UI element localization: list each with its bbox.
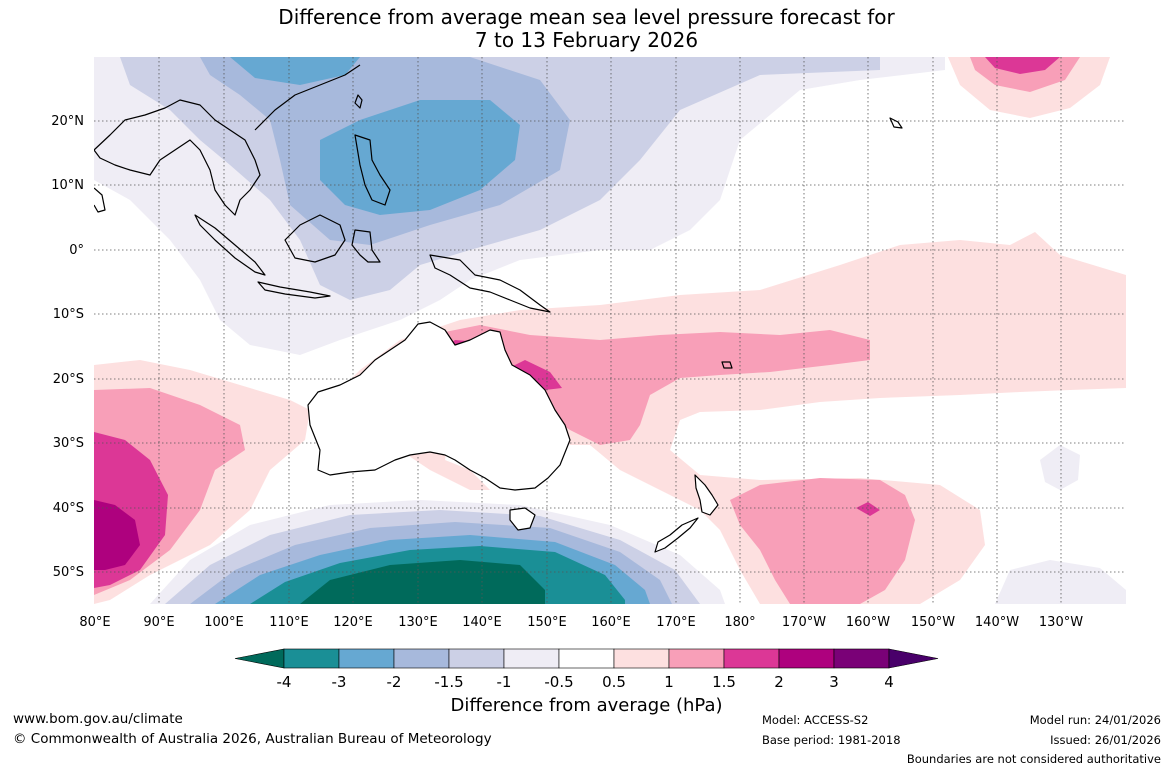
base-period: Base period: 1981-2018 — [762, 733, 901, 747]
colorbar-tick-12: 4 — [884, 673, 894, 691]
model-name: Model: ACCESS-S2 — [762, 713, 869, 727]
colorbar-tick-2: -3 — [332, 673, 347, 691]
anomaly-contour-minus-0.5-south — [995, 560, 1126, 604]
colorbar-tick-6: -0.5 — [544, 673, 573, 691]
colorbar-segment-5 — [503, 648, 560, 669]
colorbar-extend-low — [234, 648, 285, 669]
lat-label-30s: 30°S — [53, 436, 84, 451]
lon-label-170w: 170°W — [782, 615, 826, 630]
coastlines — [94, 64, 903, 553]
lon-label-160w: 160°W — [846, 615, 890, 630]
colorbar: -4 -3 -2 -1.5 -1 -0.5 0.5 1 1.5 2 3 4 — [234, 648, 939, 691]
coastline-tasmania — [509, 507, 536, 531]
colorbar-tick-9: 1.5 — [712, 673, 736, 691]
latitude-labels: 20°N 10°N 0° 10°S 20°S 30°S 40°S 50°S — [51, 114, 84, 580]
colorbar-segment-6 — [558, 648, 615, 669]
lon-label-170e: 170°E — [656, 615, 696, 630]
anomaly-contour-minus-0.5-tasman — [1040, 445, 1080, 490]
colorbar-tick-5: -1 — [497, 673, 512, 691]
coastline-new-zealand — [654, 474, 719, 553]
lon-label-100e: 100°E — [204, 615, 244, 630]
coastline-asia-mainland — [94, 64, 361, 216]
colorbar-tick-7: 0.5 — [602, 673, 626, 691]
colorbar-segment-3 — [393, 648, 450, 669]
lat-label-50s: 50°S — [53, 565, 84, 580]
pressure-anomaly-field — [94, 57, 1126, 604]
anomaly-contour-south-minus-4 — [300, 560, 545, 604]
issued-date: Issued: 26/01/2026 — [1050, 733, 1161, 747]
lat-label-0: 0° — [69, 243, 84, 258]
colorbar-segment-10 — [778, 648, 835, 669]
lat-label-10n: 10°N — [51, 178, 84, 193]
coastline-sri-lanka — [94, 187, 106, 213]
colorbar-tick-10: 2 — [774, 673, 784, 691]
lat-label-10s: 10°S — [53, 307, 84, 322]
coastline-philippines — [354, 134, 391, 206]
coastline-new-guinea — [429, 254, 551, 313]
coastline-sumatra — [194, 214, 266, 276]
colorbar-segment-9 — [723, 648, 780, 669]
lon-label-80e: 80°E — [79, 615, 110, 630]
colorbar-tick-11: 3 — [829, 673, 839, 691]
lon-label-140e: 140°E — [462, 615, 502, 630]
coastline-australia — [307, 321, 571, 491]
anomaly-contour-minus-2-north — [230, 57, 360, 85]
website-link[interactable]: www.bom.gov.au/climate — [13, 711, 183, 727]
anomaly-contour-band-1 — [400, 325, 870, 445]
lon-label-150e: 150°E — [527, 615, 567, 630]
lon-label-180: 180° — [724, 615, 755, 630]
lon-label-150w: 150°W — [911, 615, 955, 630]
colorbar-segment-11 — [833, 648, 890, 669]
coastline-borneo — [284, 214, 346, 263]
colorbar-tick-4: -1.5 — [434, 673, 463, 691]
colorbar-segment-1 — [283, 648, 340, 669]
anomaly-contour-ne-1.5 — [985, 57, 1060, 74]
coastline-fiji — [721, 361, 733, 369]
colorbar-segment-2 — [338, 648, 395, 669]
lon-label-120e: 120°E — [333, 615, 373, 630]
copyright-notice: © Commonwealth of Australia 2026, Austra… — [13, 731, 492, 747]
map-title-line-1: Difference from average mean sea level p… — [278, 5, 895, 29]
colorbar-tick-3: -2 — [387, 673, 402, 691]
lon-label-110e: 110°E — [269, 615, 309, 630]
longitude-labels: 80°E 90°E 100°E 110°E 120°E 130°E 140°E … — [79, 615, 1083, 630]
colorbar-tick-1: -4 — [277, 673, 292, 691]
coastline-java — [257, 281, 331, 299]
colorbar-extend-high — [888, 648, 939, 669]
colorbar-segment-8 — [668, 648, 725, 669]
coastline-sulawesi — [351, 229, 381, 263]
anomaly-contour-minus-2 — [320, 100, 520, 215]
lat-label-40s: 40°S — [53, 501, 84, 516]
colorbar-segment-7 — [613, 648, 670, 669]
map-title-line-2: 7 to 13 February 2026 — [474, 28, 699, 52]
lat-label-20s: 20°S — [53, 372, 84, 387]
lon-label-140w: 140°W — [975, 615, 1019, 630]
colorbar-segment-4 — [448, 648, 505, 669]
colorbar-title: Difference from average (hPa) — [450, 695, 723, 716]
anomaly-contour-band-1.5-b — [505, 360, 562, 390]
anomaly-contour-band-0.5 — [330, 232, 1126, 604]
colorbar-tick-8: 1 — [664, 673, 674, 691]
lon-label-130w: 130°W — [1039, 615, 1083, 630]
model-run-date: Model run: 24/01/2026 — [1029, 713, 1161, 727]
lon-label-160e: 160°E — [591, 615, 631, 630]
lon-label-130e: 130°E — [398, 615, 438, 630]
lat-label-20n: 20°N — [51, 114, 84, 129]
boundary-disclaimer: Boundaries are not considered authoritat… — [906, 752, 1161, 766]
coastline-taiwan — [354, 94, 363, 109]
anomaly-contour-west-2 — [94, 500, 140, 570]
lon-label-90e: 90°E — [143, 615, 174, 630]
coastline-hawaii — [889, 117, 903, 129]
